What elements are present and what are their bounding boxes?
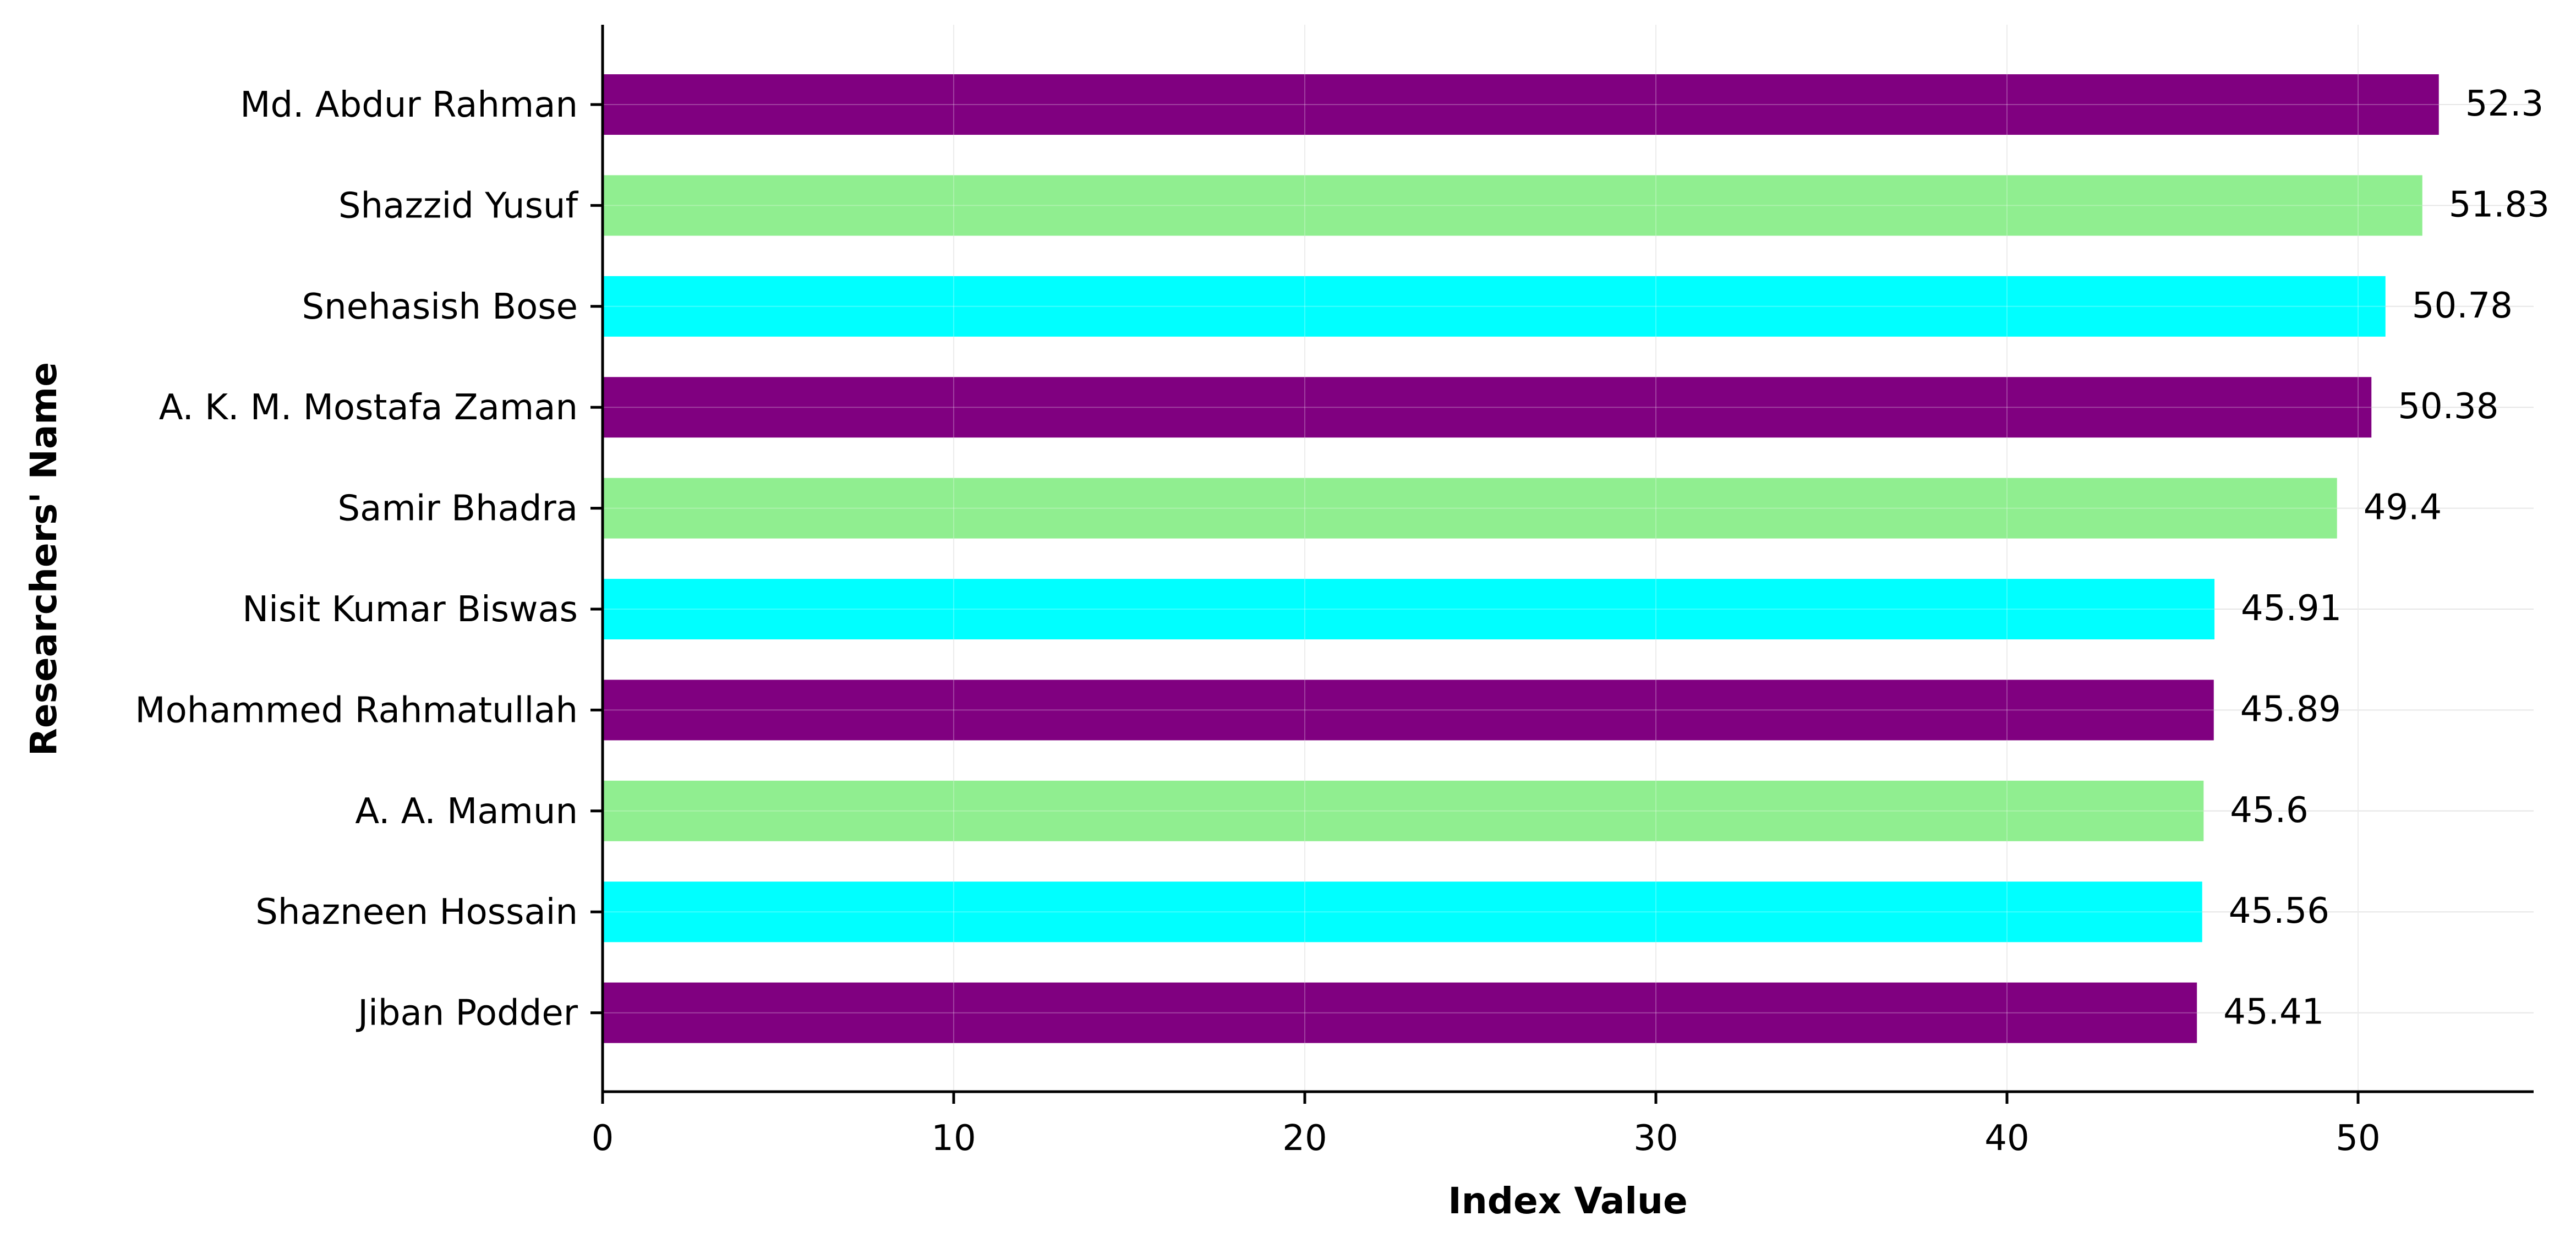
y-tick-label: Shazneen Hossain [255, 892, 578, 933]
data-label: 50.78 [2412, 286, 2513, 326]
bar [603, 276, 2386, 337]
x-tick-label: 50 [2336, 1118, 2380, 1159]
y-axis-title: Researchers' Name [23, 362, 65, 756]
data-label: 50.38 [2398, 386, 2498, 427]
bar [603, 982, 2197, 1043]
y-tick-label: Nisit Kumar Biswas [242, 589, 578, 630]
data-label: 52.3 [2465, 84, 2544, 124]
data-label: 51.83 [2449, 184, 2550, 225]
x-tick-label: 30 [1633, 1118, 1678, 1159]
y-tick-label: Samir Bhadra [338, 489, 578, 529]
data-label: 45.6 [2230, 790, 2309, 831]
data-label: 45.56 [2229, 891, 2329, 932]
bar [603, 478, 2337, 539]
x-ticks: 0 10 20 30 40 50 [592, 1092, 2381, 1159]
bar [603, 175, 2422, 236]
data-label: 45.41 [2223, 992, 2324, 1033]
data-label: 45.89 [2240, 689, 2341, 730]
bar [603, 680, 2214, 741]
axes [601, 25, 2534, 1093]
y-tick-label: Mohammed Rahmatullah [135, 690, 578, 731]
y-tick-label: A. A. Mamun [355, 791, 578, 832]
data-label: 49.4 [2364, 488, 2442, 528]
data-labels: 52.3 51.83 50.78 50.38 49.4 45.91 45.89 45.6 45.… [2223, 84, 2550, 1033]
bar [603, 74, 2439, 135]
x-tick-label: 0 [592, 1118, 614, 1159]
x-tick-label: 10 [931, 1118, 976, 1159]
y-tick-label: Jiban Podder [356, 993, 578, 1034]
x-tick-label: 40 [1984, 1118, 2029, 1159]
data-label: 45.91 [2241, 588, 2342, 629]
y-tick-label: Snehasish Bose [302, 287, 578, 327]
y-tick-label: Md. Abdur Rahman [240, 85, 578, 125]
x-axis-title: Index Value [1448, 1180, 1687, 1222]
bar [603, 579, 2215, 639]
x-tick-label: 20 [1282, 1118, 1327, 1159]
bar [603, 377, 2372, 438]
bars [602, 25, 2439, 1092]
bar [603, 881, 2202, 943]
bar [603, 780, 2204, 841]
y-tick-label: Shazzid Yusuf [338, 185, 579, 226]
y-tick-label: A. K. M. Mostafa Zaman [159, 387, 578, 428]
y-tick-labels: Md. Abdur Rahman Shazzid Yusuf Snehasish B… [135, 85, 603, 1034]
